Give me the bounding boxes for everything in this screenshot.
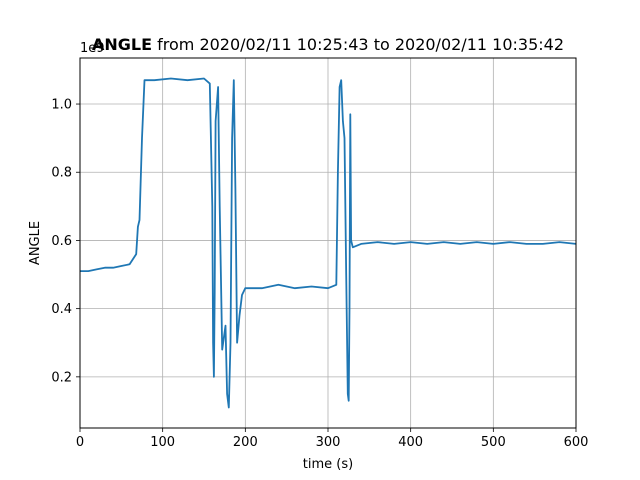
x-axis-label: time (s) [303,457,353,472]
chart-title: ANGLE from 2020/02/11 10:25:43 to 2020/0… [92,35,564,54]
x-tick-label: 400 [398,435,423,450]
y-axis: 0.2 0.4 0.6 0.8 1.0 [51,98,80,385]
y-tick-label: 0.6 [51,234,72,249]
y-offset-text: 1e9 [80,41,105,56]
x-axis: 0 100 200 300 400 500 600 [76,428,589,450]
y-tick-label: 1.0 [51,98,72,113]
x-tick-label: 500 [481,435,506,450]
x-tick-label: 0 [76,435,84,450]
series-line [80,77,576,409]
x-tick-label: 600 [564,435,589,450]
x-tick-label: 200 [233,435,258,450]
y-tick-label: 0.2 [51,370,72,385]
y-axis-label: ANGLE [28,221,43,265]
y-tick-label: 0.8 [51,166,72,181]
series-layer [80,77,576,409]
x-tick-label: 100 [150,435,175,450]
chart-title-rest: from 2020/02/11 10:25:43 to 2020/02/11 1… [152,35,564,54]
chart-title-bold: ANGLE [92,35,152,54]
y-tick-label: 0.4 [51,302,72,317]
x-tick-label: 300 [316,435,341,450]
